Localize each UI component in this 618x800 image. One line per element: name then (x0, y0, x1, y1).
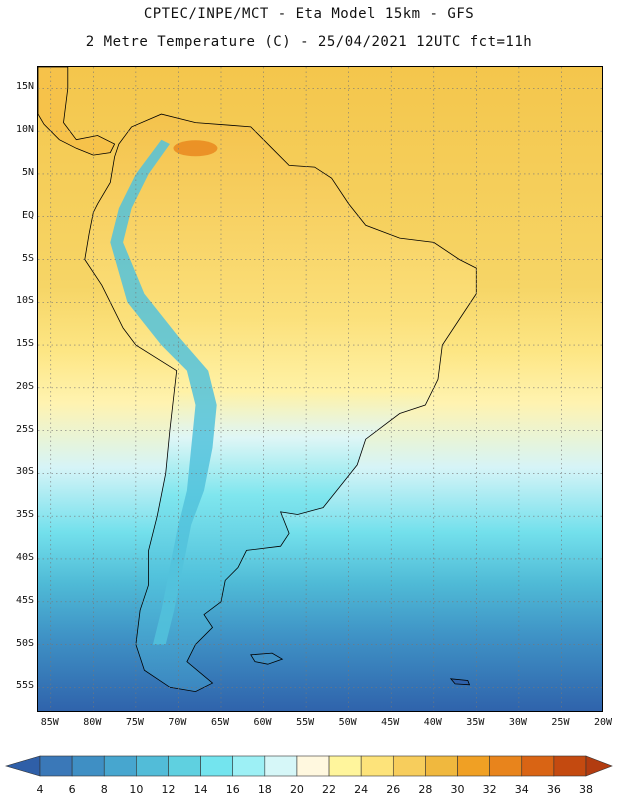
colorbar-segment (103, 755, 137, 777)
longitude-label: 45W (381, 717, 400, 728)
colorbar-segment (360, 755, 394, 777)
temperature-map (38, 67, 602, 711)
colorbar-label: 24 (354, 783, 369, 796)
latitude-label: 15S (15, 338, 34, 350)
latitude-label: EQ (21, 209, 34, 221)
latitude-label: 40S (15, 551, 34, 563)
colorbar-segment (136, 755, 169, 777)
longitude-label: 30W (508, 717, 527, 728)
longitude-label: 35W (466, 717, 485, 728)
colorbar-label: 20 (289, 783, 304, 796)
colorbar-segment (71, 755, 105, 777)
latitude-label: 20S (15, 380, 34, 392)
colorbar-label: 18 (257, 783, 272, 796)
latitude-label: 15N (15, 81, 34, 93)
colorbar-label: 14 (193, 783, 208, 796)
colorbar-label: 34 (514, 783, 529, 796)
latitude-label: 45S (15, 594, 34, 606)
latitude-label: 5S (21, 252, 34, 264)
colorbar-label: 38 (579, 783, 593, 796)
longitude-label: 55W (296, 717, 315, 728)
colorbar-label: 36 (546, 783, 561, 796)
colorbar-segment (232, 755, 266, 777)
longitude-label: 50W (338, 717, 357, 728)
continent-layer (38, 67, 477, 693)
colorbar (4, 755, 613, 777)
colorbar-arrow-high (585, 755, 613, 777)
colorbar-label: 30 (450, 783, 465, 796)
latitude-label: 25S (15, 423, 34, 435)
map-title-line1: CPTEC/INPE/MCT - Eta Model 15km - GFS (143, 6, 475, 22)
falkland-islands (250, 652, 284, 665)
colorbar-label: 6 (68, 783, 76, 796)
longitude-label: 75W (125, 717, 144, 728)
latitude-label: 10S (15, 295, 34, 307)
colorbar-segment (521, 755, 555, 777)
latitude-label: 30S (15, 466, 34, 478)
colorbar-segment (553, 755, 587, 777)
colorbar-segment (296, 755, 330, 777)
colorbar-segment (264, 755, 298, 777)
colorbar-label: 8 (100, 783, 108, 796)
colorbar-segment (392, 755, 426, 777)
colorbar-label: 22 (322, 783, 337, 796)
longitude-label: 60W (253, 717, 272, 728)
central-america-outline (38, 67, 116, 156)
colorbar-label: 28 (418, 783, 433, 796)
colorbar-segment (457, 755, 490, 777)
longitude-label: 20W (593, 717, 613, 728)
colorbar-label: 32 (482, 783, 497, 796)
south-georgia-island (449, 678, 471, 686)
andes-cold-band (110, 139, 217, 645)
longitude-label: 85W (40, 717, 59, 728)
longitude-label: 80W (83, 717, 102, 728)
colorbar-segment (425, 755, 458, 777)
colorbar-segment (489, 755, 523, 777)
colorbar-label: 4 (36, 783, 44, 796)
latitude-label: 10N (15, 124, 34, 136)
colorbar-segment (328, 755, 362, 777)
latitude-label: 55S (15, 680, 34, 692)
colorbar-arrow-low (4, 755, 41, 777)
colorbar-segment (39, 755, 73, 777)
map-frame (37, 66, 603, 712)
latitude-label: 35S (15, 509, 34, 521)
colorbar-label: 10 (129, 783, 144, 796)
colorbar-segment (168, 755, 201, 777)
longitude-label: 70W (168, 717, 187, 728)
latitude-label: 50S (15, 637, 34, 649)
longitude-label: 65W (210, 717, 230, 728)
colorbar-label: 16 (225, 783, 240, 796)
colorbar-label: 12 (161, 783, 176, 796)
latitude-label: 5N (21, 166, 34, 178)
longitude-label: 25W (551, 717, 570, 728)
longitude-label: 40W (423, 717, 442, 728)
colorbar-segment (200, 755, 234, 777)
colorbar-label: 26 (386, 783, 401, 796)
map-title-line2: 2 Metre Temperature (C) - 25/04/2021 12U… (85, 34, 533, 50)
warm-area (173, 140, 218, 157)
